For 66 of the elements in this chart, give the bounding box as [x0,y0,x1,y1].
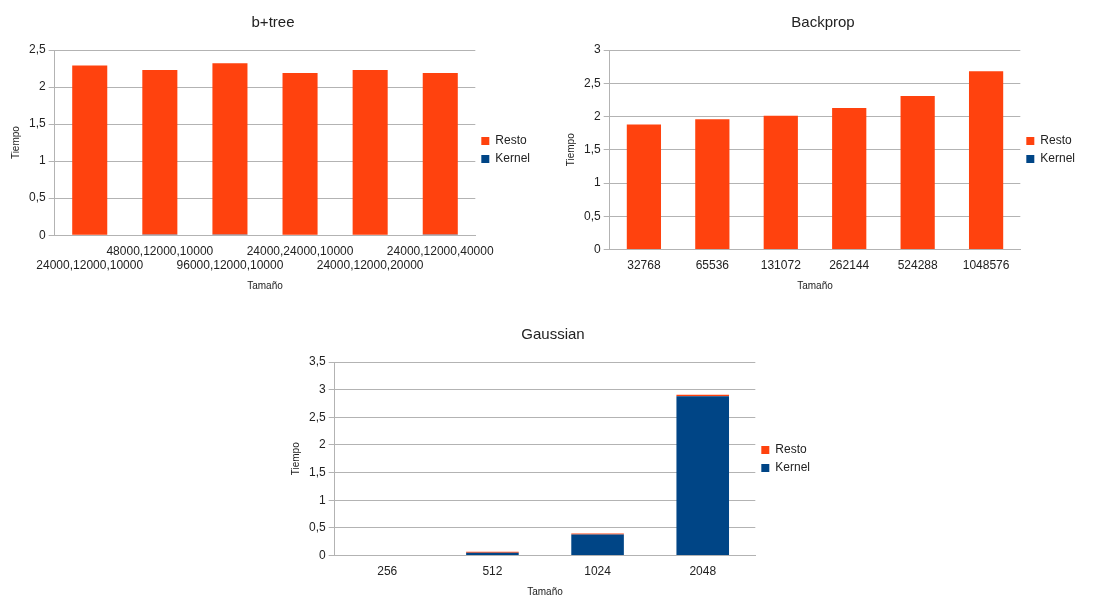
x-tick-label: 131072 [760,258,802,273]
x-axis-title: Tamaño [527,585,564,597]
bar [571,534,624,556]
bar [676,396,730,556]
bar [695,119,730,249]
x-tick-label: 2048 [689,564,717,579]
y-tick-label: 1 [318,492,326,507]
legend-label: Resto [495,133,527,148]
legend-label: Kernel [495,151,530,166]
bar [900,95,935,249]
y-axis-title: Tiempo [564,132,576,167]
x-tick-label: 24000,12000,10000 [36,258,144,273]
y-tick-label: 0,5 [583,208,601,223]
legend-label: Kernel [1040,151,1075,166]
y-axis-title: Tiempo [289,441,301,476]
y-tick-label: 1,5 [308,464,326,479]
y-tick-label: 0,5 [28,190,46,205]
y-axis-title: Tiempo [9,125,21,160]
x-tick-label: 1048576 [962,258,1010,273]
bar [352,70,388,235]
legend-label: Resto [1040,133,1072,148]
x-tick-label: 256 [377,564,398,579]
legend-label: Kernel [775,460,810,475]
y-tick-label: 0 [318,547,326,562]
bar [282,72,318,235]
x-tick-label: 262144 [829,258,870,273]
x-tick-label: 96000,12000,10000 [176,258,284,273]
bar [968,71,1004,249]
x-tick-label: 524288 [897,258,938,273]
y-tick-label: 2,5 [583,75,601,90]
y-tick-label: 0,5 [308,520,326,535]
chart-title: b+tree [251,13,295,31]
x-tick-label: 1024 [584,564,612,579]
y-tick-label: 3,5 [308,354,326,369]
y-tick-label: 3 [593,42,601,57]
y-tick-label: 2 [593,108,601,123]
bar [626,124,662,249]
chart-title: Gaussian [521,325,585,343]
x-axis-title: Tamaño [797,279,834,291]
y-tick-label: 2,5 [28,42,46,57]
bar [212,63,248,235]
x-tick-label: 512 [482,564,503,579]
x-tick-label: 24000,24000,10000 [246,243,354,258]
x-axis-title: Tamaño [247,279,284,291]
x-tick-label: 32768 [627,258,661,273]
x-tick-label: 65536 [695,258,730,273]
bar [142,70,178,235]
bar [72,65,108,235]
y-tick-label: 2 [38,79,46,94]
x-tick-label: 48000,12000,10000 [106,243,214,258]
y-tick-label: 1 [593,175,601,190]
y-tick-label: 1,5 [583,142,601,157]
y-tick-label: 0 [593,241,601,256]
chart-title: Backprop [791,13,855,31]
y-tick-label: 1,5 [28,116,46,131]
y-tick-label: 2,5 [308,409,326,424]
y-tick-label: 2 [318,437,326,452]
x-tick-label: 24000,12000,20000 [316,258,424,273]
legend-label: Resto [775,442,807,457]
bar [422,72,458,235]
y-tick-label: 0 [38,227,46,242]
x-tick-label: 24000,12000,40000 [386,243,494,258]
y-tick-label: 3 [318,381,326,396]
y-tick-label: 1 [38,153,46,168]
bar [832,107,867,249]
bar [763,115,798,250]
